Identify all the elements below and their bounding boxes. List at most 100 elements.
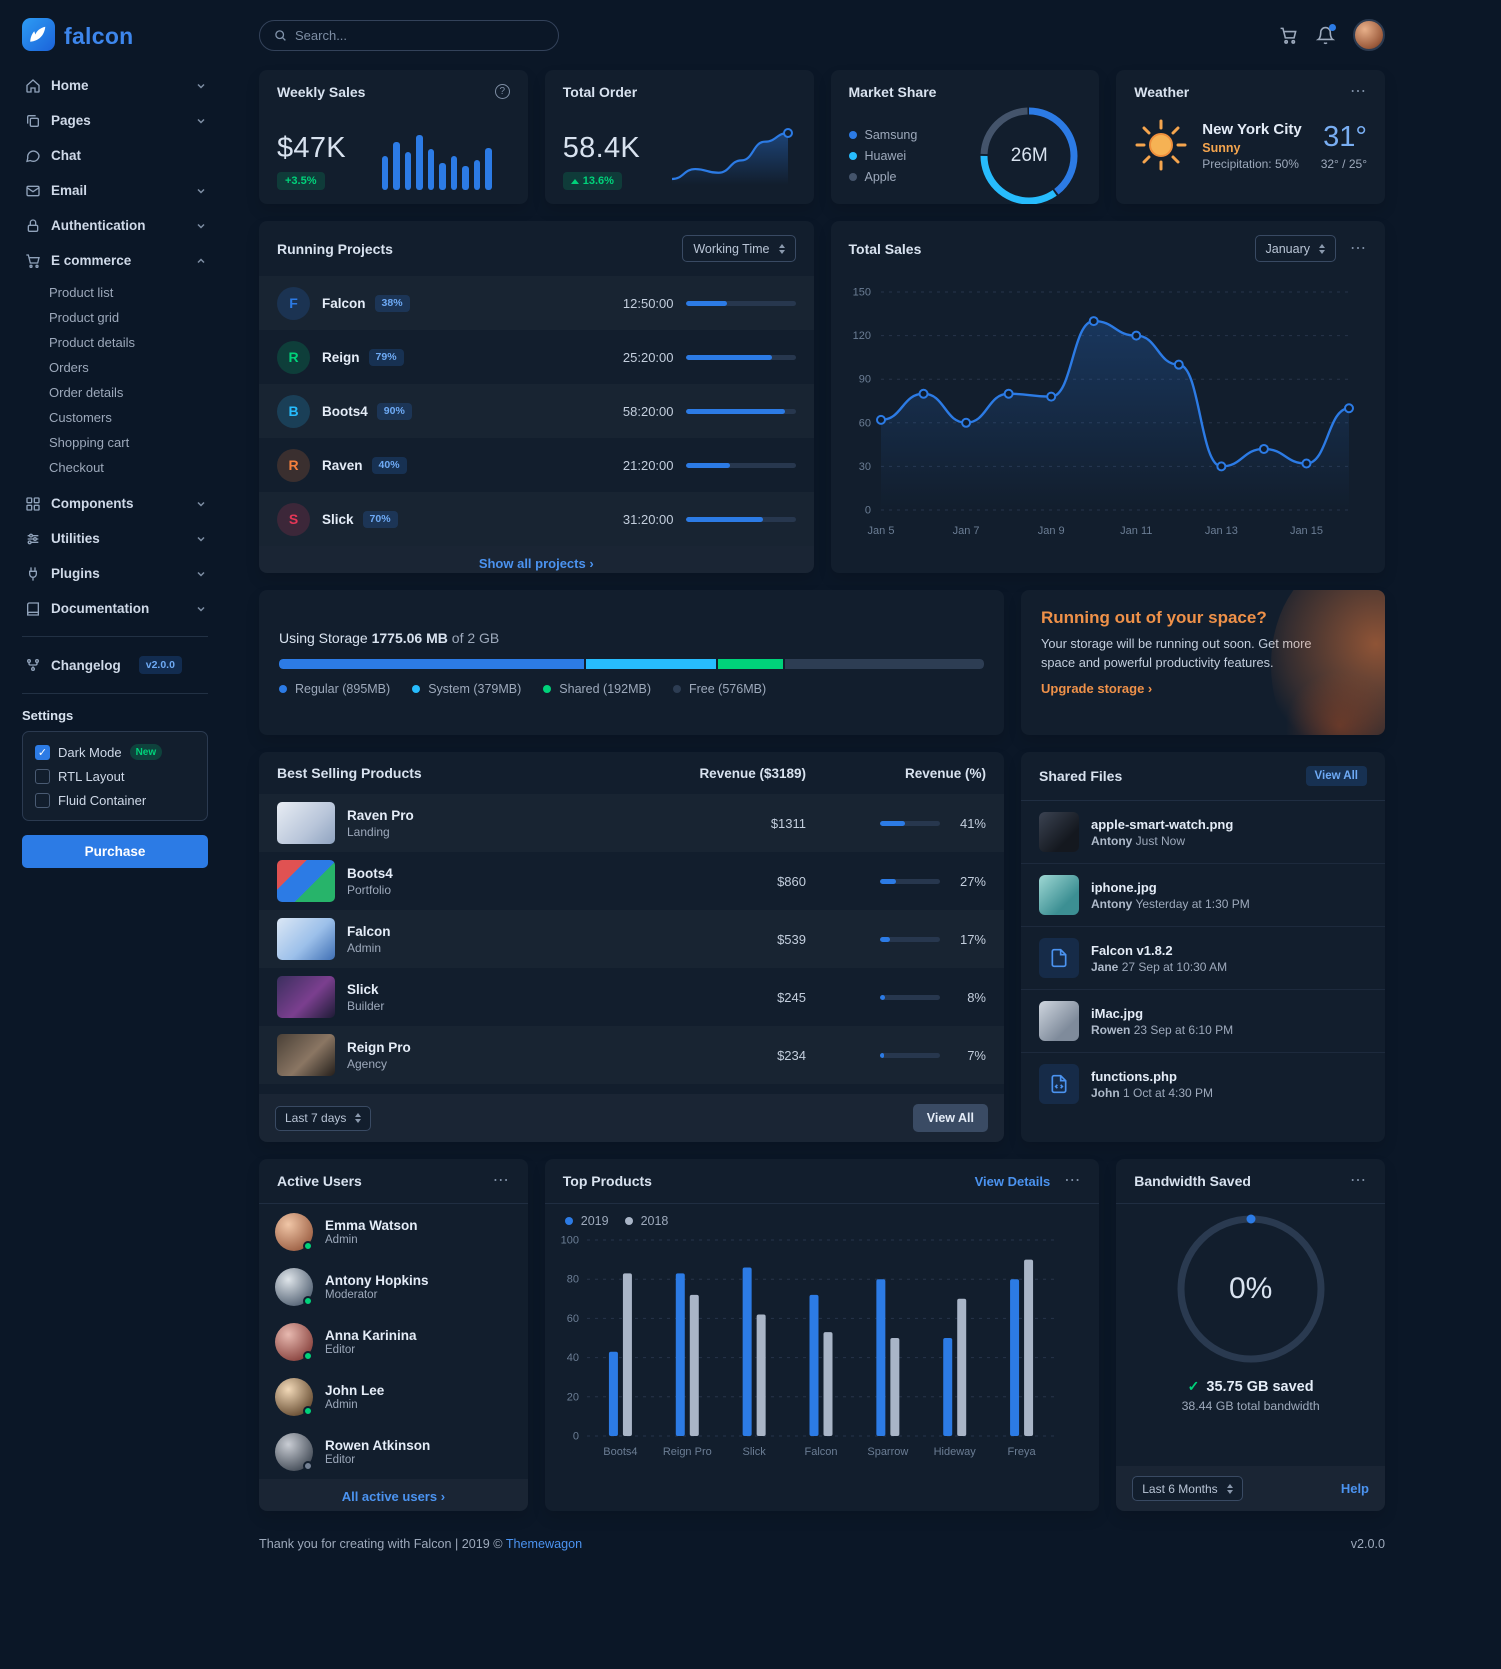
sidebar-item-email[interactable]: Email — [22, 173, 208, 208]
legend-dot — [848, 152, 857, 160]
sidebar-divider — [22, 636, 208, 637]
status-dot — [303, 1295, 313, 1306]
table-row: Slick Builder $245 8% — [259, 968, 1004, 1026]
product-thumbnail — [277, 1034, 335, 1076]
svg-text:Jan 11: Jan 11 — [1120, 525, 1152, 537]
nav-label: Chat — [51, 148, 81, 163]
more-menu-icon[interactable]: ⋯ — [1350, 239, 1367, 257]
fluid-container-checkbox[interactable]: ✓ Fluid Container — [35, 793, 195, 808]
project-name-link[interactable]: Falcon — [322, 295, 366, 311]
sidebar-item-chat[interactable]: Chat — [22, 138, 208, 173]
file-name-link[interactable]: functions.php — [1091, 1068, 1177, 1084]
sidebar-item-home[interactable]: Home — [22, 68, 208, 103]
sidebar-item-product-details[interactable]: Product details — [49, 335, 135, 350]
month-select[interactable]: January — [1254, 235, 1336, 262]
sidebar-item-product-grid[interactable]: Product grid — [49, 310, 120, 325]
sidebar-item-authentication[interactable]: Authentication — [22, 208, 208, 243]
view-all-link[interactable]: View All — [1305, 766, 1367, 786]
more-menu-icon[interactable]: ⋯ — [1350, 1172, 1367, 1189]
sidebar: falcon Home Pages Chat Email — [0, 0, 230, 1669]
working-time-select[interactable]: Working Time — [682, 235, 796, 262]
cart-icon[interactable] — [1279, 26, 1298, 45]
project-name-link[interactable]: Reign — [322, 349, 360, 365]
bell-icon[interactable] — [1316, 23, 1336, 45]
help-icon[interactable]: ? — [494, 84, 510, 99]
dashboard-grid: Weekly Sales ? $47K +3.5% Total Order 58… — [259, 70, 1385, 1511]
date-range-select[interactable]: Last 7 days — [275, 1105, 372, 1131]
lock-icon — [24, 217, 41, 234]
sidebar-item-order-details[interactable]: Order details — [49, 385, 124, 400]
user-name-link[interactable]: Emma Watson — [325, 1217, 418, 1233]
sidebar-item-documentation[interactable]: Documentation — [22, 591, 208, 626]
project-name-link[interactable]: Boots4 — [322, 403, 368, 419]
product-name-link[interactable]: Reign Pro — [347, 1039, 411, 1055]
book-icon — [24, 600, 41, 617]
file-name-link[interactable]: Falcon v1.8.2 — [1091, 942, 1173, 958]
themewagon-link[interactable]: Themewagon — [505, 1537, 583, 1551]
file-name-link[interactable]: apple-smart-watch.png — [1091, 816, 1234, 832]
card-title: Best Selling Products — [277, 765, 422, 781]
user-avatar[interactable] — [1353, 19, 1385, 51]
sidebar-item-changelog[interactable]: Changelog v2.0.0 — [22, 647, 208, 683]
total-sales-card: Total Sales January ⋯ 0 30 60 90 120 150 Jan 5… — [830, 221, 1385, 573]
table-row: Reign Pro Agency $234 7% — [259, 1026, 1004, 1084]
user-name-link[interactable]: Anna Karinina — [325, 1327, 417, 1343]
user-name-link[interactable]: John Lee — [325, 1382, 385, 1398]
view-details-link[interactable]: View Details — [974, 1173, 1051, 1189]
help-link[interactable]: Help — [1340, 1481, 1369, 1496]
months-select[interactable]: Last 6 Months — [1132, 1476, 1243, 1501]
rtl-layout-checkbox[interactable]: ✓ RTL Layout — [35, 769, 195, 784]
sidebar-item-orders[interactable]: Orders — [49, 360, 89, 375]
product-revenue: $1311 — [770, 815, 806, 831]
nav-label: Utilities — [51, 531, 100, 546]
sidebar-item-ecommerce[interactable]: E commerce — [22, 243, 208, 278]
search-box[interactable] — [259, 19, 559, 51]
product-name-link[interactable]: Raven Pro — [347, 807, 414, 823]
product-name-link[interactable]: Falcon — [347, 923, 391, 939]
svg-text:Jan 5: Jan 5 — [867, 525, 894, 537]
checkbox-icon: ✓ — [35, 793, 50, 808]
sidebar-item-customers[interactable]: Customers — [49, 410, 112, 425]
user-name-link[interactable]: Antony Hopkins — [325, 1272, 429, 1288]
nav-label: Changelog — [51, 657, 121, 673]
svg-text:80: 80 — [567, 1274, 579, 1286]
product-name-link[interactable]: Slick — [347, 981, 379, 997]
chevron-down-icon — [196, 499, 206, 509]
sidebar-item-shopping-cart[interactable]: Shopping cart — [49, 435, 130, 450]
sidebar-item-plugins[interactable]: Plugins — [22, 556, 208, 591]
search-input[interactable] — [295, 27, 544, 43]
legend-item: Huawei — [848, 149, 918, 163]
project-progress-bar — [685, 408, 796, 414]
sidebar-item-product-list[interactable]: Product list — [49, 285, 114, 300]
brand-link[interactable]: falcon — [22, 14, 208, 68]
upgrade-storage-link[interactable]: Upgrade storage › — [1041, 681, 1153, 697]
project-name-link[interactable]: Slick — [322, 511, 354, 527]
file-name-link[interactable]: iMac.jpg — [1091, 1005, 1144, 1021]
all-active-users-link[interactable]: All active users › — [341, 1489, 446, 1504]
version-badge: v2.0.0 — [138, 656, 182, 674]
more-menu-icon[interactable]: ⋯ — [1064, 1172, 1082, 1189]
project-name-link[interactable]: Raven — [322, 457, 363, 473]
svg-text:0: 0 — [864, 505, 870, 517]
product-revenue: $245 — [777, 989, 806, 1005]
user-name-link[interactable]: Rowen Atkinson — [325, 1437, 431, 1453]
dark-mode-checkbox[interactable]: ✓ Dark Mode New — [35, 744, 195, 760]
product-name-link[interactable]: Boots4 — [347, 865, 393, 881]
sidebar-item-checkout[interactable]: Checkout — [49, 460, 104, 475]
more-menu-icon[interactable]: ⋯ — [1350, 83, 1367, 100]
svg-text:40: 40 — [567, 1352, 579, 1364]
legend-item: System (379MB) — [412, 682, 521, 696]
file-name-link[interactable]: iphone.jpg — [1091, 879, 1157, 895]
falcon-logo-icon — [22, 18, 55, 54]
sidebar-item-pages[interactable]: Pages — [22, 103, 208, 138]
purchase-button[interactable]: Purchase — [22, 835, 208, 868]
list-item: functions.php John 1 Oct at 4:30 PM — [1021, 1053, 1385, 1115]
best-selling-table: Raven Pro Landing $1311 41% Boots4 Portfol… — [259, 794, 1004, 1084]
more-menu-icon[interactable]: ⋯ — [492, 1172, 510, 1189]
show-all-projects-link[interactable]: Show all projects › — [478, 556, 594, 571]
legend-dot — [624, 1217, 633, 1225]
sidebar-item-utilities[interactable]: Utilities — [22, 521, 208, 556]
view-all-button[interactable]: View All — [912, 1104, 988, 1132]
sidebar-item-components[interactable]: Components — [22, 486, 208, 521]
